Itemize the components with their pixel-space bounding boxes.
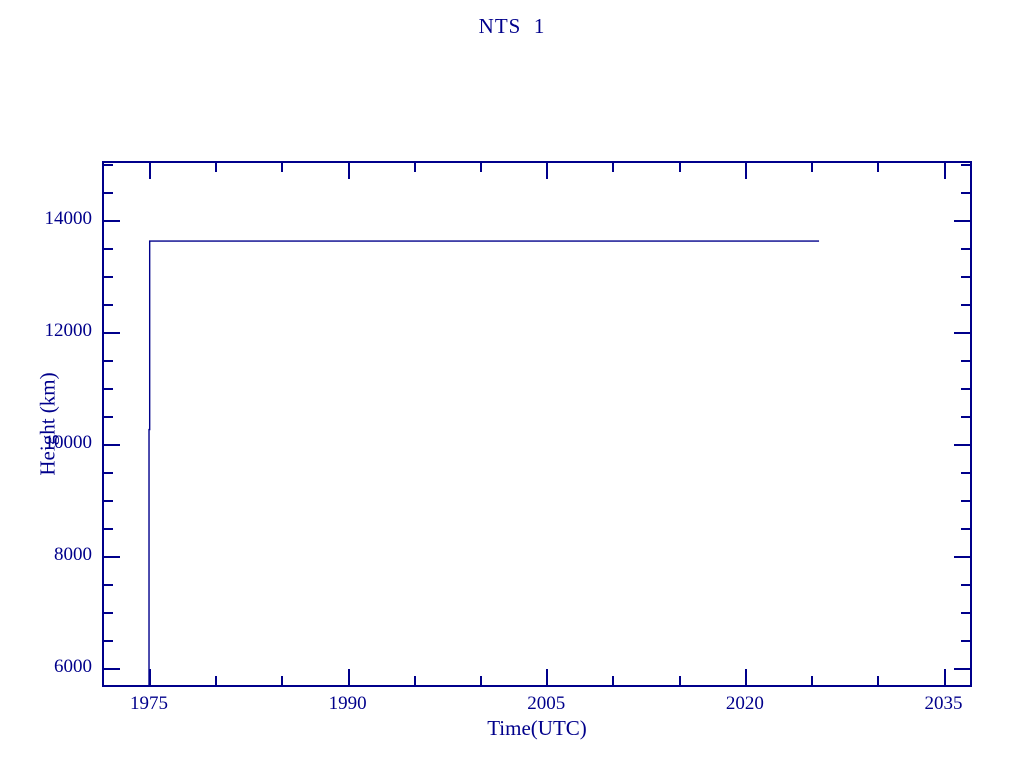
y-minor-tick bbox=[104, 164, 113, 166]
x-minor-tick-bottom bbox=[612, 676, 614, 685]
x-minor-tick bbox=[811, 163, 813, 172]
plot-inner bbox=[104, 163, 970, 685]
y-tick-label: 8000 bbox=[54, 543, 92, 565]
x-minor-tick bbox=[612, 163, 614, 172]
x-tick-label: 2020 bbox=[725, 693, 764, 714]
x-tick-label: 1975 bbox=[130, 693, 169, 714]
x-minor-tick-bottom bbox=[877, 676, 879, 685]
y-major-tick-right bbox=[954, 556, 970, 558]
x-minor-tick bbox=[281, 163, 283, 172]
y-minor-tick-right bbox=[961, 416, 970, 418]
x-minor-tick bbox=[414, 163, 416, 172]
y-major-tick-right bbox=[954, 220, 970, 222]
x-minor-tick bbox=[877, 163, 879, 172]
y-minor-tick bbox=[104, 612, 113, 614]
y-minor-tick-right bbox=[961, 500, 970, 502]
y-axis-title-container: Height (km) bbox=[22, 161, 60, 687]
x-minor-tick-bottom bbox=[414, 676, 416, 685]
x-major-tick-bottom bbox=[944, 669, 946, 685]
y-minor-tick-right bbox=[961, 304, 970, 306]
x-major-tick-bottom bbox=[546, 669, 548, 685]
y-major-tick bbox=[104, 668, 120, 670]
series-polyline bbox=[148, 240, 820, 685]
y-major-tick bbox=[104, 220, 120, 222]
y-tick-label: 14000 bbox=[44, 207, 93, 229]
x-major-tick bbox=[944, 163, 946, 179]
x-axis-title: Time(UTC) bbox=[487, 716, 587, 740]
y-major-tick-right bbox=[954, 668, 970, 670]
y-major-tick bbox=[104, 556, 120, 558]
x-major-tick-bottom bbox=[348, 669, 350, 685]
y-minor-tick-right bbox=[961, 164, 970, 166]
y-minor-tick bbox=[104, 500, 113, 502]
x-major-tick bbox=[348, 163, 350, 179]
x-minor-tick-bottom bbox=[679, 676, 681, 685]
y-minor-tick bbox=[104, 360, 113, 362]
y-minor-tick bbox=[104, 248, 113, 250]
x-major-tick bbox=[546, 163, 548, 179]
y-minor-tick-right bbox=[961, 276, 970, 278]
x-major-tick bbox=[745, 163, 747, 179]
y-axis-title: Height (km) bbox=[35, 372, 60, 476]
y-major-tick bbox=[104, 332, 120, 334]
plot-area bbox=[102, 161, 972, 687]
y-minor-tick-right bbox=[961, 248, 970, 250]
x-tick-label: 1990 bbox=[328, 693, 367, 714]
y-minor-tick bbox=[104, 472, 113, 474]
y-minor-tick-right bbox=[961, 192, 970, 194]
y-minor-tick-right bbox=[961, 528, 970, 530]
x-major-tick bbox=[149, 163, 151, 179]
x-minor-tick bbox=[215, 163, 217, 172]
y-minor-tick bbox=[104, 528, 113, 530]
y-minor-tick bbox=[104, 388, 113, 390]
y-minor-tick-right bbox=[961, 612, 970, 614]
y-major-tick-right bbox=[954, 332, 970, 334]
x-tick-label: 2035 bbox=[924, 693, 963, 714]
y-tick-label: 10000 bbox=[44, 431, 93, 453]
x-minor-tick bbox=[679, 163, 681, 172]
x-minor-tick-bottom bbox=[480, 676, 482, 685]
y-minor-tick bbox=[104, 416, 113, 418]
y-minor-tick-right bbox=[961, 584, 970, 586]
chart-title: NTS 1 bbox=[478, 14, 546, 38]
x-minor-tick-bottom bbox=[215, 676, 217, 685]
y-minor-tick bbox=[104, 276, 113, 278]
y-minor-tick-right bbox=[961, 472, 970, 474]
y-minor-tick-right bbox=[961, 388, 970, 390]
y-minor-tick bbox=[104, 584, 113, 586]
x-tick-label: 2005 bbox=[527, 693, 566, 714]
y-minor-tick-right bbox=[961, 360, 970, 362]
y-minor-tick bbox=[104, 192, 113, 194]
y-major-tick bbox=[104, 444, 120, 446]
y-minor-tick-right bbox=[961, 640, 970, 642]
x-minor-tick bbox=[480, 163, 482, 172]
y-tick-label: 6000 bbox=[54, 655, 92, 677]
data-series-line bbox=[148, 240, 820, 685]
x-minor-tick-bottom bbox=[811, 676, 813, 685]
x-minor-tick-bottom bbox=[281, 676, 283, 685]
y-major-tick-right bbox=[954, 444, 970, 446]
y-minor-tick bbox=[104, 304, 113, 306]
y-minor-tick bbox=[104, 640, 113, 642]
y-tick-label: 12000 bbox=[44, 319, 93, 341]
x-major-tick-bottom bbox=[745, 669, 747, 685]
x-major-tick-bottom bbox=[149, 669, 151, 685]
